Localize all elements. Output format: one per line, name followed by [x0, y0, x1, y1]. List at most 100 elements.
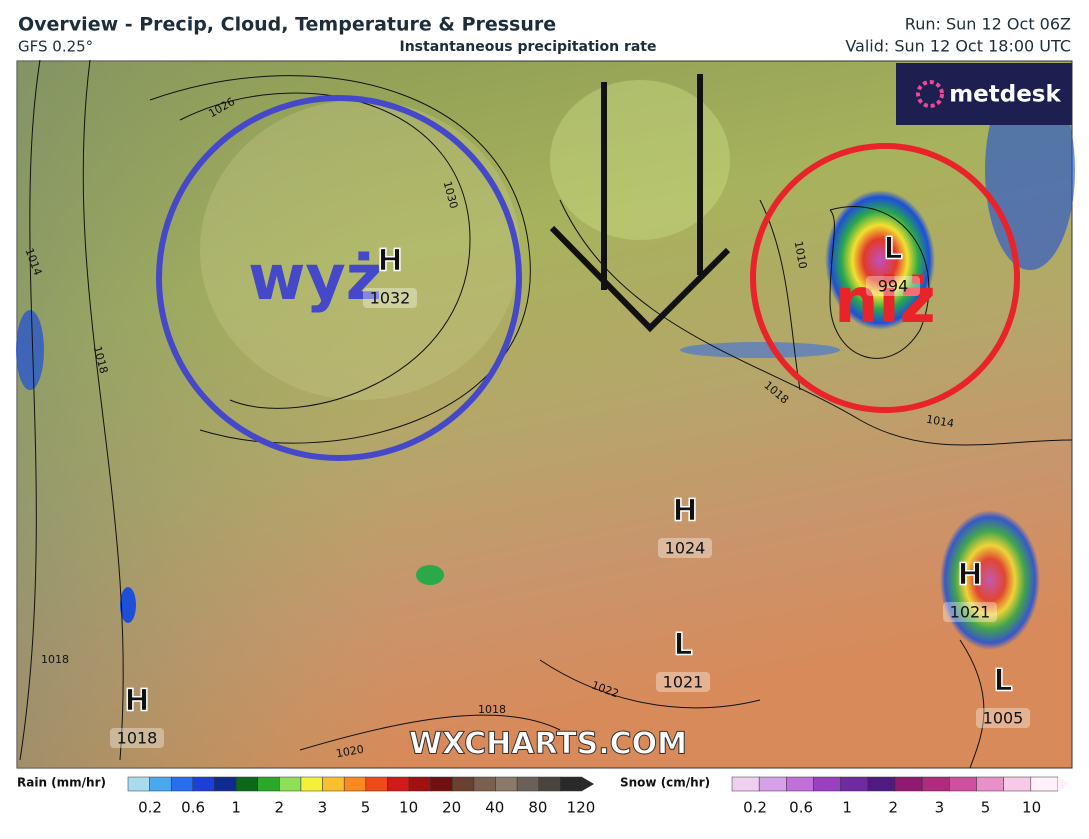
- snow-legend-label: Snow (cm/hr): [620, 776, 710, 790]
- color-swatch: [1003, 776, 1032, 792]
- color-swatch: [192, 776, 215, 792]
- isobars: [19, 59, 1073, 769]
- pressure-center-kind: H: [672, 494, 697, 529]
- pressure-center-kind: L: [673, 628, 692, 663]
- color-swatch: [538, 776, 561, 792]
- pressure-box: [363, 288, 417, 308]
- pressure-center-value: 1005: [983, 709, 1024, 728]
- pressure-box: [976, 708, 1030, 728]
- pressure-center-value: 994: [878, 277, 909, 296]
- annotation: niż: [834, 264, 935, 337]
- color-swatch: [343, 776, 367, 792]
- cloud: [550, 80, 730, 240]
- subtitle: Instantaneous precipitation rate: [400, 39, 657, 55]
- isobar-label: 1020: [335, 743, 365, 761]
- color-swatch: [921, 776, 950, 792]
- color-swatch: [495, 776, 518, 792]
- color-swatch: [813, 776, 841, 792]
- color-swatch: [387, 776, 410, 792]
- color-swatch: [322, 776, 345, 792]
- color-swatch: [867, 776, 896, 792]
- pressure-center-value: 1021: [663, 673, 704, 692]
- isobar: [179, 92, 471, 409]
- model: GFS 0.25°: [18, 38, 93, 56]
- isobar: [19, 59, 41, 761]
- color-bar-tip: [1058, 777, 1070, 791]
- high-circle: [156, 95, 522, 461]
- precip: [940, 510, 1040, 650]
- pressure-center-kind: L: [993, 664, 1012, 699]
- color-swatch: [976, 776, 1004, 792]
- snow-tick-label: 0.6: [789, 799, 813, 817]
- color-swatch: [257, 776, 280, 792]
- color-swatch: [127, 776, 150, 792]
- isobar: [82, 59, 124, 761]
- rain-tick-label: 10: [399, 799, 418, 817]
- color-swatch: [731, 776, 760, 792]
- logo-box: [896, 63, 1072, 125]
- rain-tick-label: 40: [485, 799, 504, 817]
- pressure-center-kind: H: [377, 244, 402, 279]
- rain-legend-label: Rain (mm/hr): [17, 776, 106, 790]
- isobar: [829, 206, 930, 359]
- storm-precip: [825, 190, 935, 330]
- ocean-shade: [17, 61, 397, 768]
- pressure-box: [656, 672, 710, 692]
- color-swatch: [170, 776, 194, 792]
- color-swatch: [430, 776, 453, 792]
- color-swatch: [149, 776, 172, 792]
- run: Run: Sun 12 Oct 06Z: [905, 15, 1071, 34]
- rain-tick-label: 5: [361, 799, 371, 817]
- precip: [416, 565, 444, 585]
- pressure-center-value: 1018: [117, 729, 158, 748]
- snow-tick-label: 2: [889, 799, 899, 817]
- snow-tick-label: 0.2: [743, 799, 767, 817]
- rain-tick-label: 3: [318, 799, 328, 817]
- color-swatch: [300, 776, 323, 792]
- color-swatch: [452, 776, 475, 792]
- color-swatch: [894, 776, 923, 792]
- annotation: wyż: [248, 241, 382, 314]
- color-swatch: [408, 776, 431, 792]
- isobar: [149, 75, 531, 444]
- rain-tick-label: 2: [275, 799, 285, 817]
- low-circle: [750, 143, 1020, 413]
- snow-tick-label: 10: [1022, 799, 1041, 817]
- map: wyż niż H 1032 H 1024 H 1021 H 1018 L 994 L 1021 L 10…: [16, 59, 1075, 769]
- watermark: WXCHARTS.COM: [409, 727, 687, 762]
- rain-tick-label: 20: [442, 799, 461, 817]
- isobar-label: 1014: [925, 413, 955, 431]
- snow-tick-label: 3: [935, 799, 945, 817]
- color-swatch: [214, 776, 237, 792]
- precip: [680, 342, 840, 358]
- color-swatch: [279, 776, 302, 792]
- rain-tick-label: 0.2: [138, 799, 162, 817]
- pressure-center-kind: H: [957, 558, 982, 593]
- precip: [120, 587, 136, 623]
- high-cloud: [200, 100, 520, 400]
- color-swatch: [840, 776, 869, 792]
- isobar: [299, 714, 561, 751]
- color-swatch: [560, 776, 583, 792]
- precip: [16, 310, 44, 390]
- pressure-box: [943, 602, 997, 622]
- pressure-box: [658, 538, 712, 558]
- color-swatch: [235, 776, 258, 792]
- color-swatch: [516, 776, 540, 792]
- color-bar-tip: [582, 777, 594, 791]
- pressure-center-value: 1032: [370, 289, 411, 308]
- valid: Valid: Sun 12 Oct 18:00 UTC: [845, 37, 1071, 56]
- isobar-label: 1010: [792, 240, 810, 270]
- rain-tick-label: 80: [528, 799, 547, 817]
- isobar-label: 1018: [478, 703, 506, 716]
- logo: metdesk: [949, 82, 1061, 108]
- isobar: [759, 199, 801, 391]
- pressure-center-kind: L: [883, 232, 902, 267]
- pressure-center-kind: H: [124, 684, 149, 719]
- isobar-label: 1018: [41, 653, 69, 666]
- rain-tick-label: 0.6: [181, 799, 205, 817]
- color-swatch: [1030, 776, 1059, 792]
- arrow: [549, 74, 731, 333]
- rain-tick-label: 120: [567, 799, 596, 817]
